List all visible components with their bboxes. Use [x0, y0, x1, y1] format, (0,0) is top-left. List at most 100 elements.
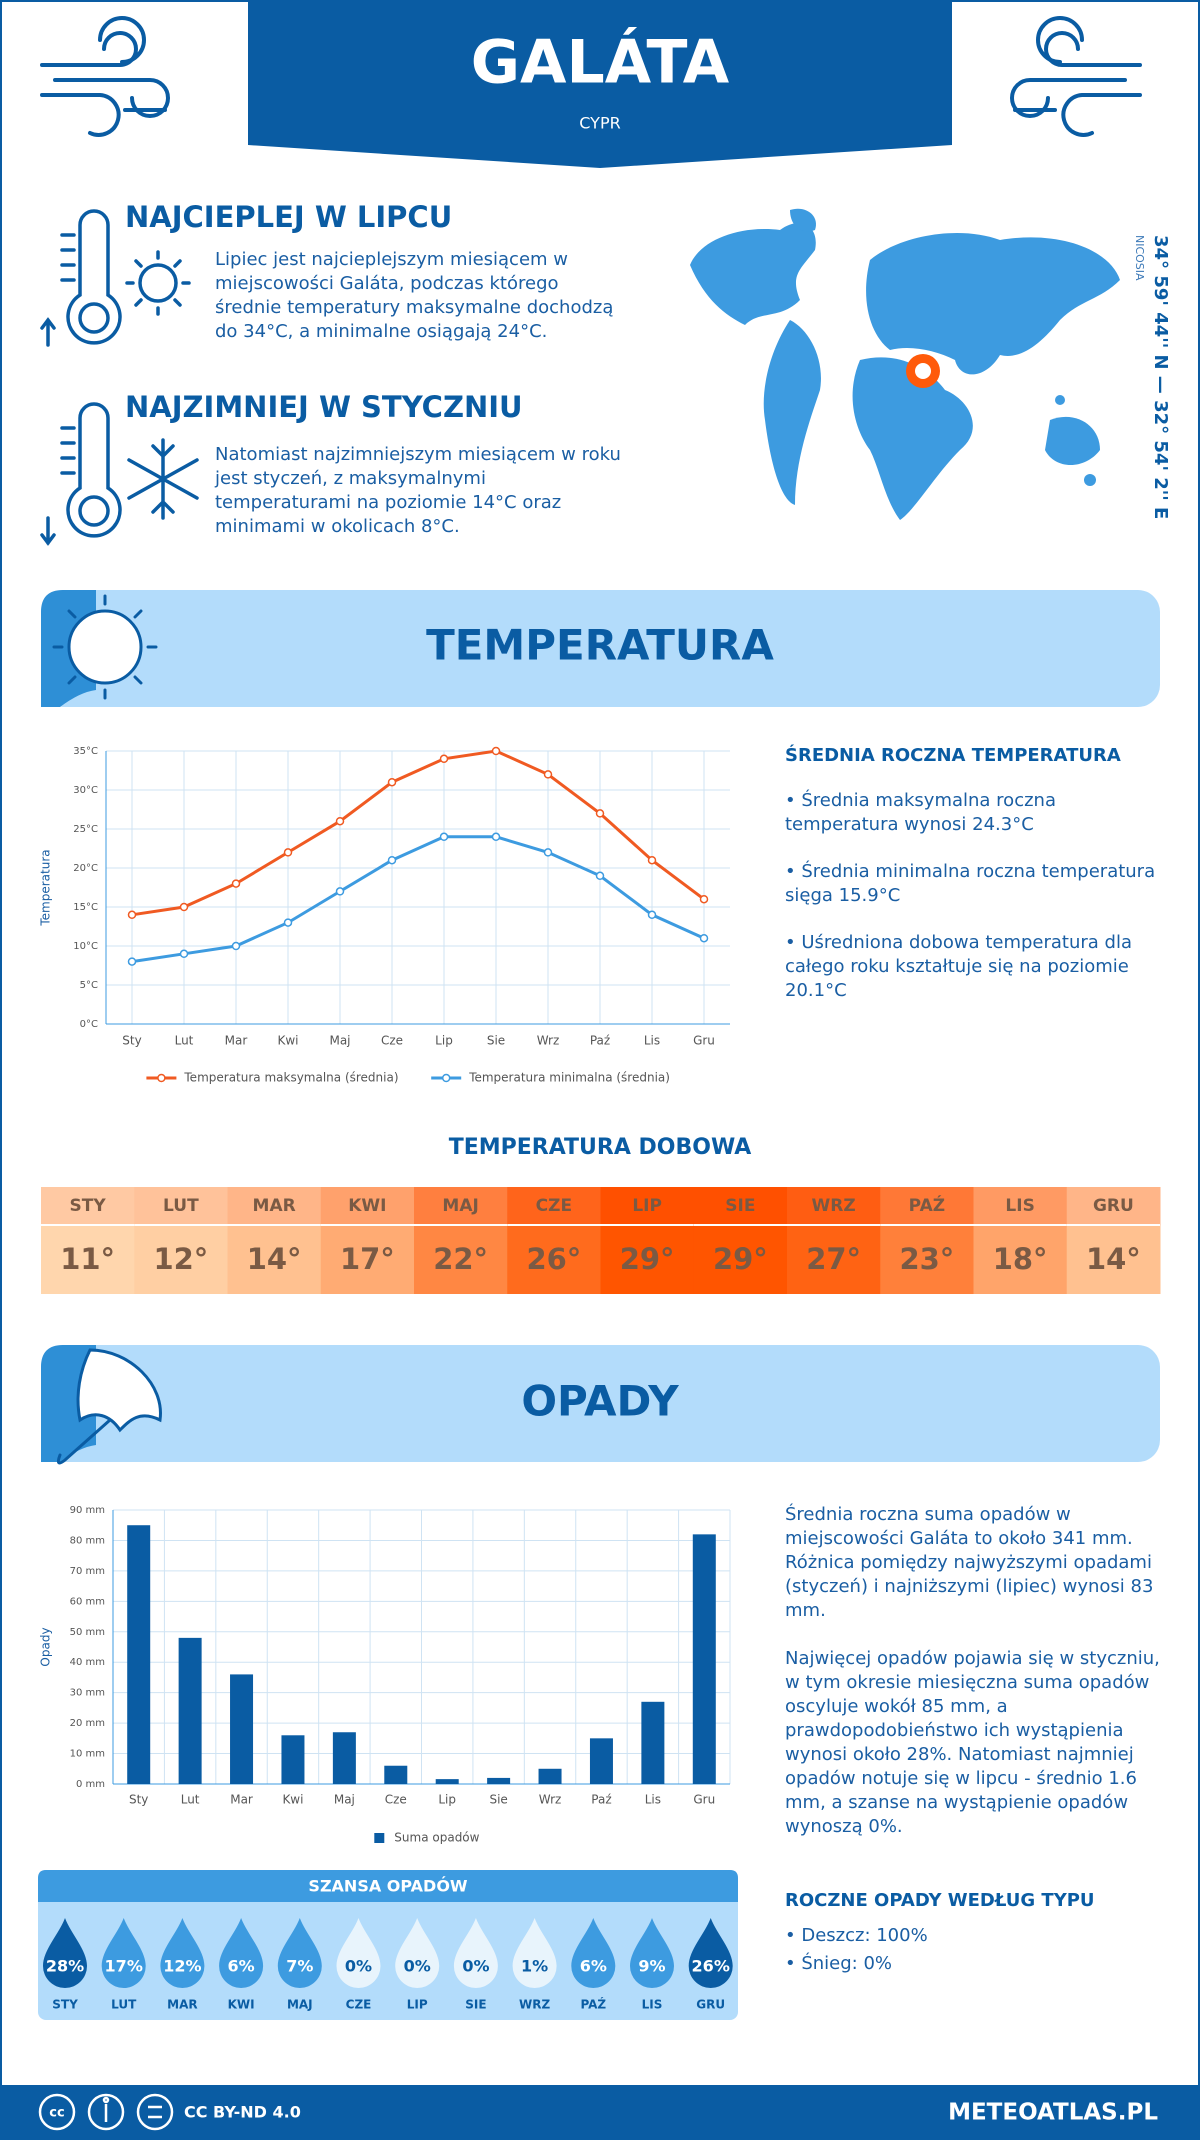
sun-icon	[52, 594, 158, 700]
x-tick-label: Paź	[590, 1034, 610, 1048]
daily-month: CZE	[536, 1196, 572, 1216]
precipitation-banner	[41, 1345, 1160, 1462]
daily-month: LIS	[1005, 1196, 1034, 1216]
drop	[453, 1918, 498, 1989]
precipitation-title: OPADY	[521, 1377, 679, 1426]
legend-point	[157, 1073, 166, 1083]
x-tick-label: Gru	[693, 1034, 715, 1048]
legend-label: Temperatura maksymalna (średnia)	[183, 1071, 398, 1085]
daily-value-cell	[600, 1225, 695, 1294]
drop-value: 7%	[286, 1957, 313, 1976]
daily-value-cell	[507, 1225, 601, 1294]
coordinates: 34° 59' 44'' N — 32° 54' 2'' E	[1150, 235, 1171, 519]
daily-value-cell	[787, 1225, 881, 1294]
thermometer-cold-icon	[40, 402, 199, 546]
daily-header-cell	[134, 1187, 228, 1225]
daily-month: KWI	[348, 1196, 386, 1216]
bar	[230, 1674, 254, 1784]
point	[335, 887, 345, 896]
x-tick-label: Sie	[489, 1793, 507, 1807]
header-title: GALÁTA	[471, 27, 730, 98]
drop-month: MAJ	[287, 1998, 313, 2012]
x-tick-label: Mar	[225, 1034, 248, 1048]
x-tick-label: Wrz	[537, 1034, 560, 1048]
drop-value: 6%	[228, 1957, 255, 1976]
cc-icon-text: cc	[49, 2106, 64, 2121]
point	[283, 918, 293, 927]
x-tick-label: Cze	[381, 1034, 403, 1048]
daily-month: MAR	[253, 1196, 296, 1216]
precipitation-type: • Deszcz: 100%	[785, 1925, 928, 1946]
thermometer-hot-icon	[40, 209, 191, 347]
temperature-title: TEMPERATURA	[426, 621, 774, 670]
point	[699, 894, 709, 904]
daily-value-cell	[414, 1225, 508, 1294]
point	[179, 949, 189, 959]
daily-header-cell	[41, 1187, 135, 1225]
x-tick-label: Paź	[591, 1793, 611, 1807]
drop	[43, 1918, 87, 1988]
drop-month: GRU	[696, 1998, 725, 2012]
bar	[384, 1765, 408, 1784]
bar	[127, 1525, 151, 1784]
bar	[538, 1768, 562, 1784]
line	[131, 749, 705, 917]
drop-month: CZE	[346, 1998, 372, 2012]
drop-month: WRZ	[519, 1998, 550, 2012]
header-subtitle: CYPR	[579, 114, 620, 133]
y-tick-label: 15°C	[73, 902, 98, 913]
daily-value-cell	[227, 1225, 322, 1294]
daily-header-cell	[693, 1187, 788, 1225]
point	[699, 933, 709, 943]
precipitation-paragraph: Średnia roczna suma opadów w miejscowośc…	[785, 1504, 1154, 1621]
x-tick-label: Kwi	[282, 1793, 303, 1807]
daily-month: MAJ	[442, 1196, 478, 1216]
daily-value: 23°	[899, 1242, 954, 1276]
daily-header-cell	[1066, 1187, 1161, 1225]
legend-label: Suma opadów	[394, 1831, 479, 1845]
daily-value-cell	[1066, 1225, 1161, 1294]
point	[387, 777, 397, 787]
world-map	[690, 208, 1120, 520]
header-band	[248, 0, 952, 168]
daily-value: 27°	[806, 1242, 861, 1276]
bar	[435, 1779, 459, 1784]
daily-value: 18°	[993, 1242, 1048, 1276]
bar	[281, 1735, 305, 1784]
y-tick-label: 10°C	[73, 941, 98, 952]
point	[543, 770, 553, 779]
daily-value: 14°	[1086, 1242, 1141, 1276]
drop	[336, 1918, 381, 1989]
daily-month: STY	[70, 1196, 107, 1216]
point	[439, 754, 449, 764]
daily-header-cell	[227, 1187, 322, 1225]
drop	[395, 1918, 440, 1989]
precipitation-type: • Śnieg: 0%	[785, 1953, 893, 1974]
daily-value: 29°	[713, 1242, 768, 1276]
daily-value-cell	[320, 1225, 415, 1294]
y-tick-label: 20 mm	[70, 1718, 105, 1729]
point	[491, 832, 501, 842]
point	[231, 879, 241, 888]
daily-value: 11°	[60, 1242, 115, 1276]
drop-value: 0%	[462, 1957, 489, 1976]
coldest-text: Natomiast najzimniejszym miesiącem w rok…	[215, 444, 621, 537]
daily-value: 22°	[433, 1242, 488, 1276]
drop-value: 28%	[46, 1957, 84, 1976]
point	[543, 848, 553, 857]
capital-label: NICOSIA	[1133, 235, 1146, 281]
drop-month: PAŹ	[580, 1997, 606, 2012]
bar	[487, 1777, 511, 1784]
y-tick-label: 90 mm	[70, 1505, 105, 1516]
daily-value: 14°	[247, 1242, 302, 1276]
daily-header-cell	[880, 1187, 974, 1225]
chance-title: SZANSA OPADÓW	[308, 1877, 468, 1896]
point	[439, 832, 449, 842]
hottest-title: NAJCIEPLEJ W LIPCU	[125, 200, 453, 234]
x-tick-label: Lut	[175, 1034, 194, 1048]
y-tick-label: 0 mm	[76, 1779, 105, 1790]
drop	[160, 1918, 205, 1989]
wind-icon-left	[40, 16, 170, 137]
